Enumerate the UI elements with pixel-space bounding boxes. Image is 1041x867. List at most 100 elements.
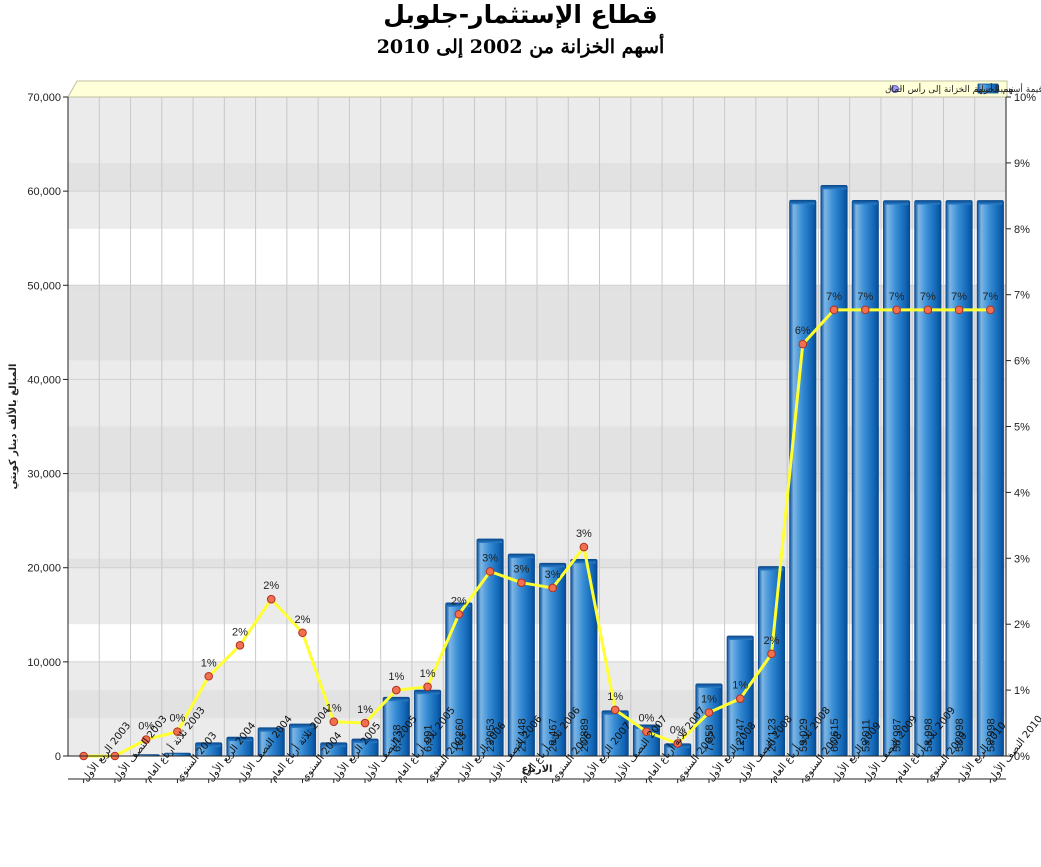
bar-top (978, 200, 1003, 205)
ratio-data-label: 1% (420, 668, 436, 680)
bar-top (196, 742, 221, 747)
ratio-point (767, 649, 776, 659)
bar-data-label: 58,998 (954, 718, 966, 752)
ratio-point (986, 305, 995, 315)
bar-data-label: 6,238 (391, 724, 403, 752)
bar-data-label: 20,889 (579, 718, 591, 752)
ratio-point (892, 305, 901, 315)
y2-tick-label: 1% (1014, 685, 1030, 697)
ratio-line-series: 0% 0% 1% 2% 2% 2% 1% 1% 1% 1% 2% 3% 3% 3% 3% 1% 0% 0% 1% 1%… (79, 291, 999, 761)
bar-top (853, 200, 878, 205)
bar-data-label: 58,998 (985, 718, 997, 752)
ratio-data-label: 1% (201, 657, 217, 669)
bar-top (790, 200, 815, 205)
plot-header-strip (67, 80, 1008, 98)
bar-data-label: 20,467 (548, 718, 560, 752)
bar-data-label: 21,448 (516, 718, 528, 752)
bar-top (821, 185, 847, 190)
ratio-point (579, 542, 589, 552)
bar (851, 200, 879, 757)
ratio-point (235, 640, 245, 650)
ratio-point (517, 578, 526, 587)
ratio-data-label: 1% (607, 691, 623, 703)
ratio-data-label: 7% (951, 291, 967, 303)
bar-top (728, 635, 753, 640)
chart-subtitle: أسهم الخزانة من 2002 إلى 2010 (376, 36, 665, 58)
bar-data-label: 60,615 (829, 718, 841, 752)
bar-top (321, 742, 346, 747)
bar-top (446, 602, 471, 607)
legend-line-marker (891, 85, 899, 93)
ratio-point (423, 682, 432, 692)
y-tick-label: 20,000 (27, 563, 61, 575)
bar-top (259, 727, 284, 732)
ratio-data-label: 1% (357, 704, 373, 716)
ratio-data-label: 2% (295, 614, 311, 626)
ratio-point (173, 727, 182, 736)
y-tick-label: 70,000 (27, 92, 61, 104)
ratio-point (329, 717, 339, 727)
ratio-point (735, 694, 745, 703)
bar-data-label: 7,658 (704, 724, 716, 752)
ratio-point (642, 727, 651, 736)
chart-title: قطاع الإستثمار-جلوبل (383, 0, 658, 29)
ratio-point (798, 339, 808, 349)
y2-tick-label: 10% (1014, 92, 1036, 104)
bar-top (540, 563, 565, 568)
ratio-line (83, 308, 991, 758)
bar-top (477, 538, 503, 543)
ratio-data-label: 6% (795, 325, 811, 337)
legend-bar-swatch (977, 83, 999, 94)
bar (914, 200, 942, 757)
ratio-point (673, 739, 683, 748)
bar-top (759, 566, 784, 571)
legend-bar-label: قيمة أسهم الخزانة (974, 83, 1041, 95)
ratio-data-label: 2% (263, 580, 279, 592)
bar-data-label: 58,987 (892, 718, 904, 752)
bar-top (946, 200, 972, 205)
bar-top (227, 737, 253, 742)
bar-data-label: 12,747 (735, 718, 747, 752)
ratio-data-label: 2% (232, 626, 248, 638)
bar (976, 200, 1004, 757)
bar (820, 184, 848, 757)
y-tick-label: 40,000 (27, 374, 61, 386)
ratio-point (548, 583, 557, 593)
ratio-data-label: 0% (638, 713, 654, 725)
x-axis-title: الارباع (522, 764, 553, 775)
y2-tick-label: 3% (1014, 553, 1030, 565)
ratio-data-label: 7% (826, 291, 842, 303)
bar-top (634, 724, 659, 729)
ratio-point (141, 735, 151, 744)
ratio-data-label: 0% (169, 713, 185, 725)
y2-tick-label: 7% (1014, 290, 1030, 302)
bar-top (290, 723, 315, 728)
ratio-data-label: 7% (889, 291, 905, 303)
y-tick-label: 60,000 (27, 186, 61, 198)
y-tick-label: 0 (55, 751, 61, 763)
ratio-point (454, 610, 464, 619)
ratio-data-label: 1% (732, 680, 748, 692)
legend-line-label: نسبة أسهم الخزانة إلى رأس المال (885, 83, 1014, 95)
ratio-point (829, 305, 839, 315)
ratio-point (266, 594, 276, 604)
bar (789, 199, 817, 757)
bar-data-label: 58,998 (923, 718, 935, 752)
bar-data-label: 6,991 (423, 724, 435, 752)
ratio-data-label: 7% (857, 291, 873, 303)
ratio-point (360, 718, 370, 728)
ratio-point (298, 628, 307, 638)
ratio-point (204, 671, 213, 681)
y-tick-label: 10,000 (27, 657, 61, 669)
ratio-data-label: 2% (764, 635, 780, 647)
plot-header-strip-shape (67, 80, 1008, 98)
bar-series: 6,238 6,991 16,260 23,053 21,448 20,467 20,889… (132, 184, 1004, 757)
y2-tick-label: 2% (1014, 619, 1030, 631)
ratio-data-label: 7% (982, 291, 998, 303)
bar-data-label: 23,053 (485, 718, 497, 752)
ratio-point (704, 708, 714, 717)
y-axis-title: المبالغ بالألف دينار كويتي (6, 364, 19, 490)
y2-tick-label: 5% (1014, 422, 1030, 434)
